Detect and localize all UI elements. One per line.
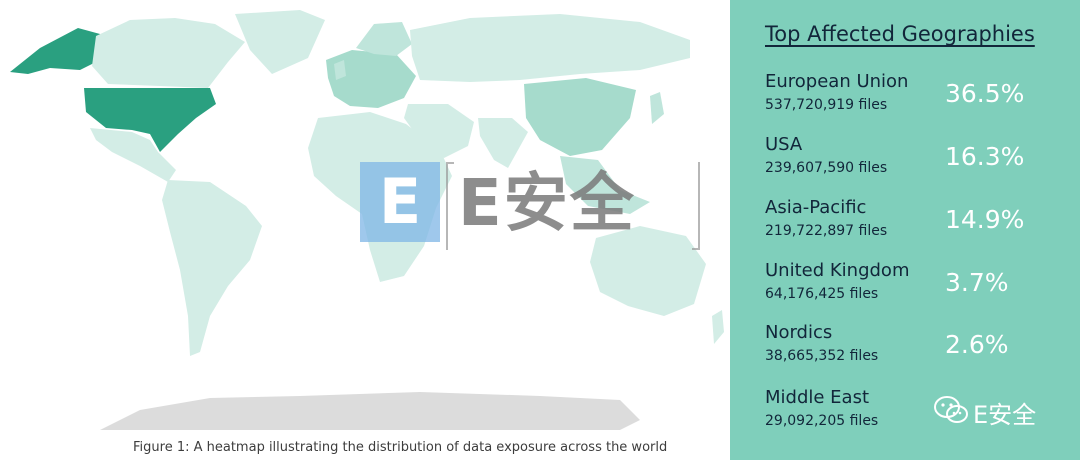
mexico-shape: [90, 128, 176, 182]
watermark-bracket-right: [692, 162, 700, 250]
region-row: USA 239,607,590 files 16.3%: [765, 134, 1065, 190]
india-shape: [478, 118, 528, 168]
region-row: Nordics 38,665,352 files 2.6%: [765, 322, 1065, 378]
region-row: Asia-Pacific 219,722,897 files 14.9%: [765, 197, 1065, 253]
nordics-shape: [356, 22, 412, 56]
middle-east-shape: [404, 104, 474, 158]
region-percent: 2.6%: [945, 330, 1009, 359]
region-row: Middle East 29,092,205 files: [765, 387, 1065, 443]
region-name: United Kingdom: [765, 260, 910, 281]
region-files: 219,722,897 files: [765, 223, 888, 239]
watermark-text: E安全: [458, 167, 636, 241]
panel-title: Top Affected Geographies: [765, 22, 1035, 46]
watermark-logo-box: [360, 162, 440, 242]
canada-shape: [92, 18, 245, 88]
region-name: Asia-Pacific: [765, 197, 867, 218]
region-row: European Union 537,720,919 files 36.5%: [765, 71, 1065, 127]
region-files: 537,720,919 files: [765, 97, 888, 113]
region-name: Middle East: [765, 387, 870, 408]
region-files: 29,092,205 files: [765, 413, 879, 429]
new-zealand-shape: [712, 310, 724, 344]
australia-shape: [590, 226, 706, 316]
region-percent: 36.5%: [945, 79, 1025, 108]
europe-shape: [326, 50, 416, 108]
wechat-label: E安全: [973, 401, 1037, 429]
region-name: USA: [765, 134, 803, 155]
greenland-shape: [235, 10, 325, 74]
japan-shape: [650, 92, 664, 124]
region-files: 38,665,352 files: [765, 348, 879, 364]
russia-shape: [410, 14, 690, 82]
wechat-watermark: E安全: [933, 393, 1073, 433]
south-america-shape: [162, 180, 262, 356]
world-map-svg: [10, 10, 724, 430]
uk-shape: [334, 60, 346, 80]
region-name: Nordics: [765, 322, 833, 343]
watermark: E E安全: [360, 162, 700, 250]
usa-shape: [84, 88, 216, 152]
alaska-shape: [10, 28, 100, 74]
world-heatmap: E E安全 Figure 1: A heatmap illustrating t…: [10, 10, 724, 455]
watermark-bracket-left: [446, 162, 454, 250]
region-percent: 16.3%: [945, 142, 1025, 171]
wechat-icon: [934, 396, 968, 423]
antarctica-shape: [100, 392, 640, 430]
region-percent: 3.7%: [945, 268, 1009, 297]
region-percent: 14.9%: [945, 205, 1025, 234]
region-files: 239,607,590 files: [765, 160, 888, 176]
figure-caption: Figure 1: A heatmap illustrating the dis…: [133, 440, 668, 455]
china-shape: [524, 78, 636, 156]
watermark-logo-letter: E: [378, 165, 422, 238]
region-name: European Union: [765, 71, 909, 92]
region-row: United Kingdom 64,176,425 files 3.7%: [765, 260, 1065, 316]
southeast-asia-shape: [560, 156, 650, 214]
region-files: 64,176,425 files: [765, 286, 879, 302]
top-geographies-panel: Top Affected Geographies European Union …: [730, 0, 1080, 460]
